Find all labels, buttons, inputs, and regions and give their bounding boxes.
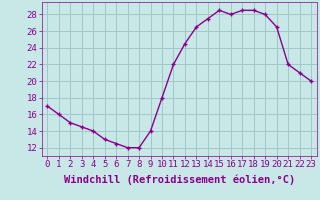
X-axis label: Windchill (Refroidissement éolien,°C): Windchill (Refroidissement éolien,°C) (64, 175, 295, 185)
